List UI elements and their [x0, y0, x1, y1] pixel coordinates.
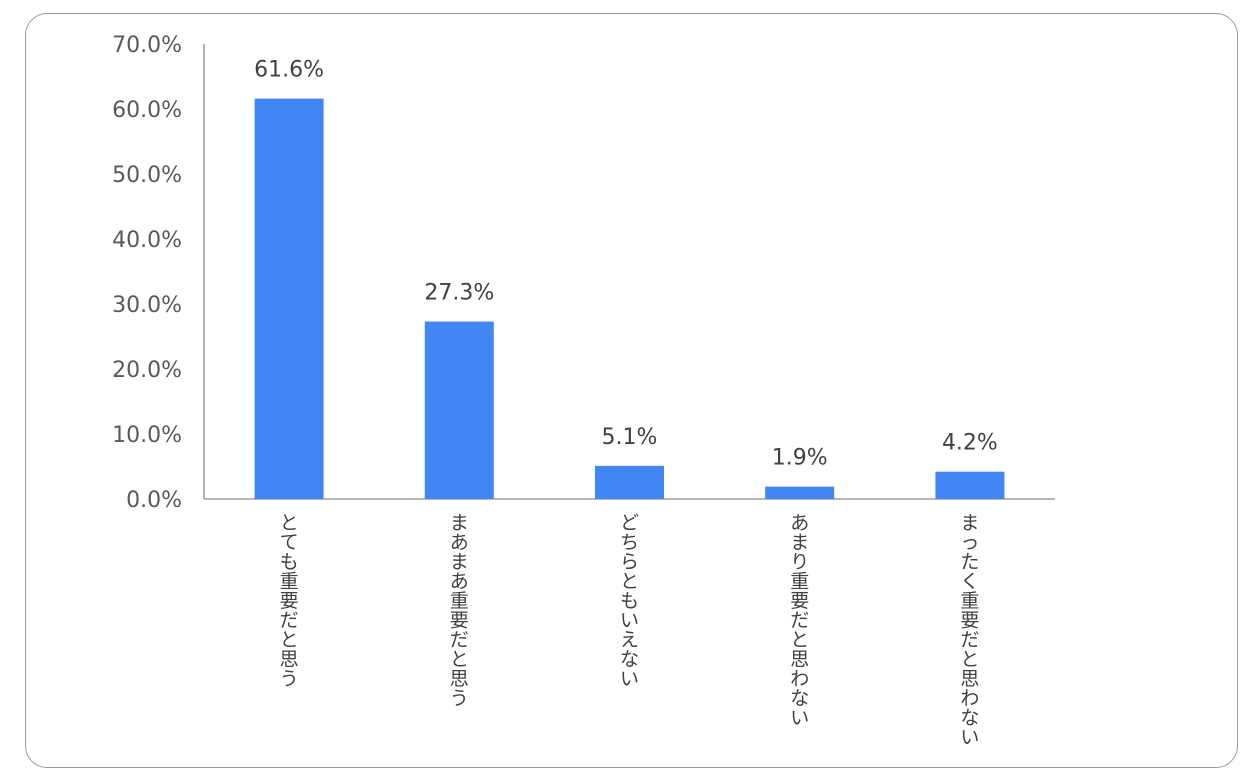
y-tick-label: 40.0% — [112, 228, 182, 253]
bar — [424, 321, 494, 499]
bar — [765, 486, 835, 499]
y-tick-label: 50.0% — [112, 163, 182, 188]
category-label: まったく重要だと思わない — [960, 512, 979, 749]
data-label: 1.9% — [772, 446, 828, 471]
data-label: 27.3% — [424, 281, 494, 306]
category-label: とても重要だと思う — [280, 512, 299, 690]
category-label: まあまあ重要だと思う — [450, 512, 469, 710]
data-label: 5.1% — [602, 425, 658, 450]
data-label: 61.6% — [254, 58, 324, 83]
y-tick-label: 60.0% — [112, 98, 182, 123]
chart-frame — [25, 13, 1238, 768]
bar — [595, 465, 664, 499]
y-tick-label: 0.0% — [126, 488, 182, 513]
bar — [935, 471, 1005, 499]
bar — [254, 98, 324, 499]
y-tick-label: 20.0% — [112, 358, 182, 383]
category-label: あまり重要だと思わない — [790, 512, 809, 729]
data-label: 4.2% — [942, 431, 998, 456]
category-label: どちらともいえない — [620, 512, 639, 690]
y-tick-label: 70.0% — [112, 33, 182, 58]
y-tick-label: 30.0% — [112, 293, 182, 318]
y-tick-label: 10.0% — [112, 423, 182, 448]
